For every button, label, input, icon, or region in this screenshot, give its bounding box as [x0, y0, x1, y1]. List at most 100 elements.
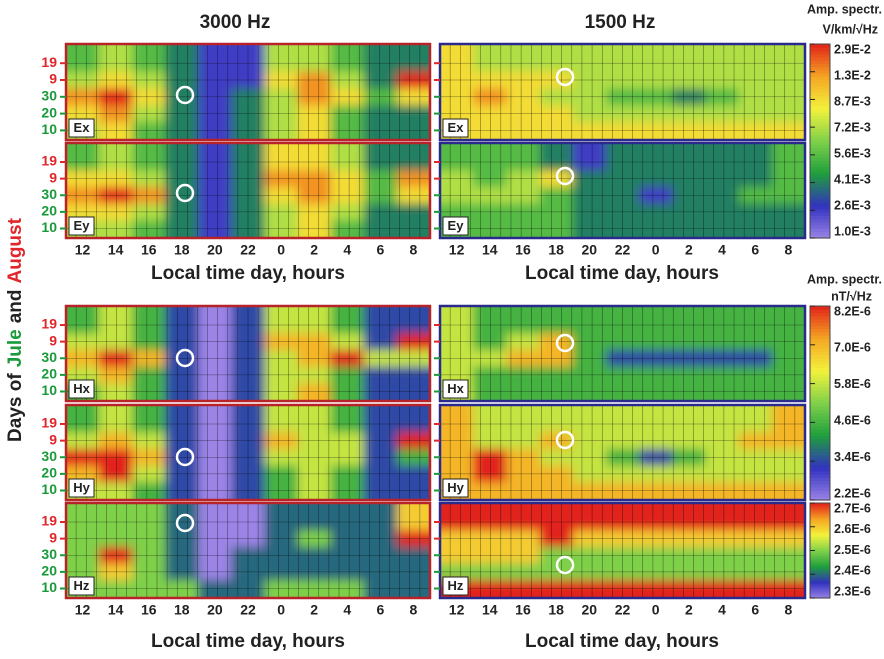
colorbar-band	[810, 545, 830, 548]
heatmap-cell	[363, 383, 398, 401]
heatmap-cell	[363, 220, 398, 238]
heatmap-cell	[771, 503, 805, 531]
heatmap-cell	[132, 405, 166, 433]
colorbar-band	[810, 593, 830, 596]
heatmap-cell	[198, 383, 232, 401]
heatmap-cell	[198, 220, 232, 238]
heatmap-cell	[99, 220, 133, 238]
panel-border	[438, 403, 807, 502]
colorbar-tick-label: 2.9E-2	[834, 42, 871, 56]
heatmap-cell	[396, 383, 430, 401]
colorbar-band	[810, 141, 830, 145]
heatmap-cell	[264, 503, 299, 531]
heatmap-cell	[165, 143, 199, 171]
heatmap-cell	[506, 220, 541, 238]
heatmap-cell	[198, 405, 232, 433]
heatmap-cell	[297, 306, 332, 334]
colorbar-band	[810, 547, 830, 550]
panel-border	[438, 304, 807, 403]
colorbar-band	[810, 571, 830, 574]
colorbar-band	[810, 520, 830, 523]
colorbar-band	[810, 173, 830, 178]
colorbar-band	[810, 512, 830, 515]
heatmap-cell	[539, 503, 574, 531]
heatmap-cell	[264, 122, 299, 140]
heatmap-cell	[539, 44, 574, 73]
heatmap-cell	[771, 122, 805, 140]
heatmap-cell	[506, 482, 541, 500]
x-tick-label: 12	[449, 602, 465, 618]
heatmap-cell	[132, 580, 166, 598]
colorbar-band	[810, 580, 830, 583]
colorbar-band	[810, 515, 830, 518]
panel-border	[64, 141, 432, 240]
heatmap-cell	[66, 503, 100, 531]
heatmap-cell	[572, 503, 607, 531]
heatmap-cell	[99, 122, 133, 140]
heatmap-cell	[539, 482, 574, 500]
colorbar-band	[810, 131, 830, 136]
heatmap-cell	[738, 580, 773, 598]
colorbar-band	[810, 531, 830, 534]
colorbar-band	[810, 328, 830, 333]
colorbar-band	[810, 315, 830, 320]
panel-label-box	[442, 379, 469, 399]
heatmap-cell	[672, 44, 706, 73]
colorbar-band	[810, 150, 830, 155]
colorbar-tick-label: 8.2E-6	[834, 304, 871, 318]
x-tick-label: 16	[141, 242, 157, 258]
x-tick-label: 18	[548, 602, 564, 618]
colorbar-band	[810, 393, 830, 398]
heatmap-cell	[396, 143, 430, 171]
heatmap-panel	[66, 405, 430, 500]
x-tick-label: 2	[310, 602, 318, 618]
colorbar-band	[810, 451, 830, 456]
x-tick-label: 14	[108, 602, 124, 618]
colorbar-band	[810, 526, 830, 529]
colorbar-band	[810, 357, 830, 362]
colorbar-band	[810, 377, 830, 381]
heatmap-cell	[264, 482, 299, 500]
x-tick-label: 22	[615, 242, 631, 258]
heatmap-cell	[771, 405, 805, 433]
heatmap-cell	[165, 405, 199, 433]
panel-label: Hy	[73, 480, 90, 495]
colorbar-band	[810, 487, 830, 491]
colorbar-band	[810, 318, 830, 323]
x-tick-label: 6	[751, 602, 759, 618]
colorbar-band	[810, 208, 830, 213]
colorbar-units: V/km/√Hz	[823, 22, 879, 36]
colorbar-band	[810, 561, 830, 564]
heatmap-cell	[639, 143, 673, 171]
x-axis-title: Local time day, hours	[151, 263, 345, 284]
heatmap-cell	[297, 482, 332, 500]
colorbar-band	[810, 591, 830, 594]
heatmap-cell	[572, 220, 607, 238]
colorbar-band	[810, 170, 830, 174]
colorbar-band	[810, 134, 830, 139]
heatmap-cell	[639, 122, 673, 140]
y-tick-label: 19	[41, 415, 57, 431]
colorbar-band	[810, 124, 830, 129]
x-tick-label: 14	[482, 242, 498, 258]
x-tick-label: 12	[75, 242, 91, 258]
colorbar-band	[810, 525, 830, 528]
heatmap-cell	[473, 143, 507, 171]
colorbar-band	[810, 160, 830, 165]
colorbar-band	[810, 341, 830, 346]
x-tick-label: 8	[410, 602, 418, 618]
colorbar-band	[810, 461, 830, 466]
panel-label-box	[68, 576, 95, 596]
x-tick-label: 6	[376, 602, 384, 618]
heatmap-cell	[363, 44, 398, 73]
colorbar-band	[810, 539, 830, 542]
heatmap-cell	[297, 383, 332, 401]
heatmap-cell	[539, 143, 574, 171]
colorbar-band	[810, 338, 830, 343]
heatmap-cell	[473, 44, 507, 73]
colorbar-band	[810, 534, 830, 537]
colorbar-band	[810, 147, 830, 152]
colorbar-tick-label: 5.8E-6	[834, 377, 871, 391]
colorbar-units: nT/√Hz	[831, 289, 872, 303]
heatmap-cell	[672, 405, 706, 433]
